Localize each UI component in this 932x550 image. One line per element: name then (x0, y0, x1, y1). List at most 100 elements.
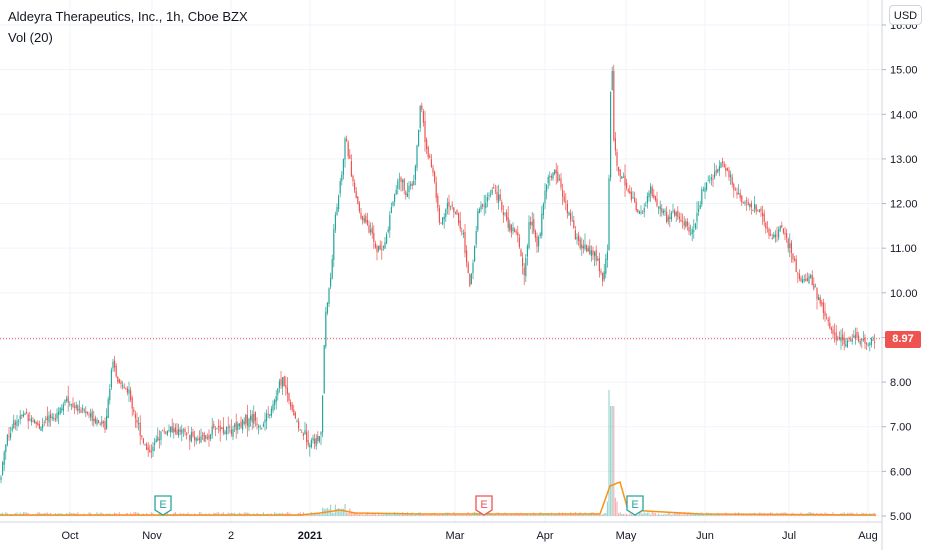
candle-body (846, 340, 848, 347)
candle-body (109, 388, 111, 401)
volume-bar (638, 512, 640, 516)
candle-body (83, 410, 85, 412)
volume-bar (675, 512, 677, 516)
candle-body (818, 296, 820, 301)
candle-body (811, 274, 813, 286)
volume-bar (581, 514, 583, 516)
candle-body (248, 418, 250, 428)
volume-bar (720, 514, 722, 516)
candle-body (386, 234, 388, 244)
earnings-marker-shape (626, 495, 644, 516)
candle-body (102, 422, 104, 424)
candle-body (136, 419, 138, 423)
candle-body (701, 189, 703, 205)
chart-grid (0, 0, 882, 522)
volume-bar (331, 512, 333, 516)
candle-body (776, 234, 778, 236)
candle-body (829, 322, 831, 329)
candle-body (531, 221, 533, 226)
candle-body (750, 203, 752, 208)
candle-body (277, 388, 279, 395)
volume-bar (506, 513, 508, 516)
candle-body (93, 419, 95, 422)
candle-body (634, 197, 636, 203)
candle-body (419, 106, 421, 129)
price-tick-label: 5.00 (890, 511, 911, 523)
price-tick-label: 14.00 (890, 109, 918, 121)
candle-body (797, 273, 799, 274)
volume-bar (374, 513, 376, 516)
candle-body (659, 205, 661, 210)
earnings-marker-label: E (480, 499, 487, 511)
candle-body (117, 376, 119, 383)
price-tick-label: 7.00 (890, 422, 911, 434)
candle-body (608, 178, 610, 251)
volume-bar (456, 514, 458, 516)
candle-body (299, 429, 301, 431)
candle-body (133, 409, 135, 412)
volume-bar (440, 513, 442, 516)
earnings-marker[interactable]: E (154, 495, 172, 516)
candle-body (346, 139, 348, 141)
candle-body (59, 407, 61, 414)
candle-body (827, 319, 829, 322)
candle-body (24, 413, 26, 415)
candle-body (459, 220, 461, 229)
candle-body (517, 232, 519, 237)
volume-indicator-label[interactable]: Vol (20) (8, 30, 53, 45)
candle-body (570, 213, 572, 221)
candle-body (232, 428, 234, 437)
candle-body (523, 267, 525, 276)
candle-body (78, 409, 80, 410)
earnings-marker[interactable]: E (475, 495, 493, 516)
volume-bar (309, 514, 311, 516)
price-axis[interactable]: 5.006.007.008.009.0010.0011.0012.0013.00… (881, 0, 918, 550)
volume-bar (357, 513, 359, 516)
candle-body (486, 197, 488, 202)
candle-body (349, 155, 351, 159)
candle-body (824, 311, 826, 317)
candle-body (560, 178, 562, 188)
volume-bar (19, 512, 21, 516)
volume-bar (381, 513, 383, 516)
candle-body (272, 404, 274, 411)
earnings-marker[interactable]: E (626, 495, 644, 516)
candle-body (538, 236, 540, 247)
candle-body (760, 208, 762, 212)
volume-bar (726, 514, 728, 516)
candle-body (189, 434, 191, 441)
currency-button[interactable]: USD (889, 5, 922, 25)
candle-body (131, 397, 133, 409)
volume-bar (366, 512, 368, 516)
candle-body (581, 244, 583, 249)
price-tick-label: 11.00 (890, 243, 917, 255)
candle-body (587, 248, 589, 252)
candle-body (166, 430, 168, 435)
candle-body (565, 201, 567, 203)
volume-bar (685, 514, 687, 516)
volume-bar (600, 514, 602, 516)
candle-body (318, 436, 320, 442)
volume-bar (216, 512, 218, 516)
candle-body (709, 179, 711, 181)
volume-bar (330, 504, 332, 516)
candle-body (626, 182, 628, 188)
volume-bar (342, 508, 344, 516)
candle-body (525, 258, 527, 277)
candle-body (237, 423, 239, 430)
candle-body (784, 232, 786, 235)
candle-body (630, 191, 632, 200)
volume-bar (38, 512, 40, 516)
candle-body (144, 444, 146, 446)
candle-body (328, 288, 330, 305)
candle-body (317, 435, 319, 442)
candle-body (389, 214, 391, 231)
candle-body (595, 250, 597, 261)
candle-body (746, 200, 748, 201)
candle-body (488, 195, 490, 197)
candle-body (712, 178, 714, 180)
time-axis[interactable]: Oct Nov 2 2021 Mar Apr May Jun Jul Aug (0, 521, 882, 542)
candle-body (798, 273, 800, 279)
